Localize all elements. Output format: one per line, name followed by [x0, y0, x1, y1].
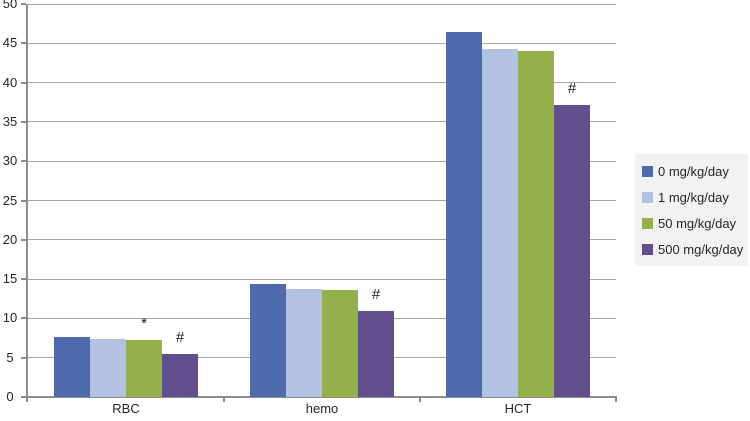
gridline	[28, 42, 616, 44]
y-axis-tick-label: 15	[2, 271, 18, 287]
x-axis-line	[26, 396, 617, 398]
significance-marker: *	[141, 315, 147, 333]
bar-1-mg-kg-day-hct	[482, 48, 518, 397]
y-axis-tick	[21, 42, 26, 45]
legend-item-label: 0 mg/kg/day	[658, 163, 729, 179]
y-axis-tick-label: 30	[2, 153, 18, 169]
bar-500-mg-kg-day-hct	[554, 105, 590, 397]
legend-item-label: 500 mg/kg/day	[658, 241, 744, 257]
legend-item: 0 mg/kg/day	[635, 164, 748, 179]
y-axis-tick	[21, 396, 26, 398]
y-axis-tick	[21, 356, 26, 359]
bar-500-mg-kg-day-hemo	[358, 311, 394, 397]
y-axis-tick-label: 5	[6, 349, 14, 365]
y-axis-tick	[21, 3, 26, 5]
bar-0-mg-kg-day-rbc	[54, 337, 90, 397]
y-axis-tick-label: 35	[2, 113, 18, 129]
category-label-rbc: RBC	[112, 401, 140, 416]
legend-swatch-icon	[642, 165, 653, 177]
gridline	[28, 200, 616, 201]
y-axis-tick	[21, 317, 26, 320]
y-axis-tick-label: 50	[2, 0, 18, 11]
bar-50-mg-kg-day-rbc	[126, 340, 162, 397]
gridline	[28, 3, 616, 5]
legend-item-label: 50 mg/kg/day	[658, 215, 737, 231]
x-axis-tick	[223, 397, 225, 402]
bar-500-mg-kg-day-rbc	[162, 353, 198, 397]
y-axis-tick-label: 10	[2, 310, 18, 326]
gridline	[28, 121, 616, 123]
legend-swatch-icon	[642, 217, 653, 229]
y-axis-tick-label: 25	[2, 192, 18, 208]
legend-swatch-icon	[642, 191, 653, 203]
gridline	[28, 82, 616, 84]
bar-0-mg-kg-day-hct	[446, 32, 482, 397]
y-axis-tick	[21, 238, 26, 241]
legend-item-label: 1 mg/kg/day	[658, 189, 729, 205]
bar-50-mg-kg-day-hemo	[322, 290, 358, 397]
gridline	[28, 239, 616, 241]
x-axis-tick	[615, 397, 617, 402]
legend-swatch-icon	[642, 243, 653, 255]
y-axis-line	[26, 4, 28, 402]
plot-area: * # # #	[21, 3, 617, 402]
bar-1-mg-kg-day-hemo	[286, 289, 322, 397]
y-axis-tick-label: 0	[6, 389, 14, 404]
gridline	[28, 278, 616, 280]
gridline	[28, 160, 616, 162]
significance-marker: #	[371, 286, 381, 304]
bar-0-mg-kg-day-hemo	[250, 283, 286, 397]
legend-item: 50 mg/kg/day	[635, 216, 748, 231]
legend-item: 500 mg/kg/day	[635, 242, 748, 257]
bar-1-mg-kg-day-rbc	[90, 338, 126, 397]
y-axis-tick-label: 20	[2, 231, 18, 247]
legend: 0 mg/kg/day 1 mg/kg/day 50 mg/kg/day 500 mg…	[635, 154, 748, 266]
x-axis-tick	[419, 397, 421, 402]
y-axis-tick	[21, 120, 26, 123]
significance-marker: #	[567, 80, 577, 98]
bar-50-mg-kg-day-hct	[518, 51, 554, 397]
category-label-hemo: hemo	[305, 401, 339, 416]
significance-marker: #	[175, 328, 185, 346]
y-axis-tick-label: 40	[2, 74, 18, 90]
category-label-hct: HCT	[504, 401, 532, 416]
y-axis-tick-label: 45	[2, 35, 18, 51]
y-axis-tick	[21, 199, 26, 202]
y-axis-tick	[21, 160, 26, 163]
legend-item: 1 mg/kg/day	[635, 190, 748, 205]
y-axis-tick	[21, 278, 26, 281]
y-axis-tick	[21, 81, 26, 84]
